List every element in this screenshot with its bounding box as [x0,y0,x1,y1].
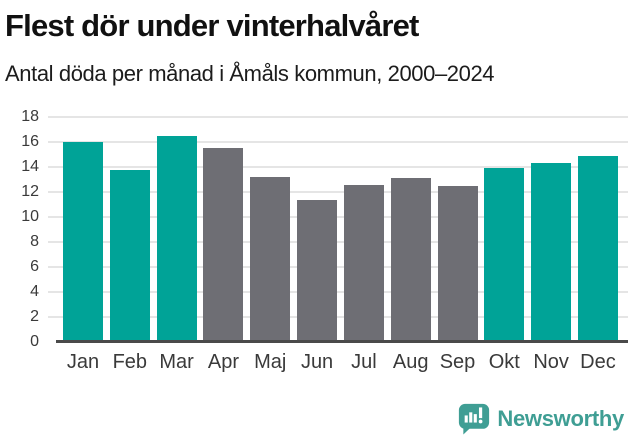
gridline-18 [48,116,628,119]
chart-header: Flest dör under vinterhalvåret Antal död… [0,0,631,87]
x-tick-label-okt: Okt [488,351,520,374]
y-tick-label-16: 16 [21,133,39,151]
bar-jul [343,184,384,343]
y-tick-label-4: 4 [30,283,39,301]
x-tick-label-mar: Mar [159,351,194,374]
newsworthy-logo: Newsworthy [458,403,624,435]
gridline-4 [48,291,628,294]
y-tick-label-8: 8 [30,233,39,251]
plot-area [48,116,628,344]
bar-mar [156,135,197,343]
bar-apr [203,148,244,343]
bar-chart: 0 2 4 6 8 10 12 14 16 18 Jan Feb Mar Apr Maj Jun Jul Aug… [0,109,631,374]
bar-okt [484,168,525,343]
x-tick-label-jan: Jan [66,351,100,374]
x-tick-label-feb: Feb [112,351,148,374]
x-axis: Jan Feb Mar Apr Maj Jun Jul Aug Sep Okt Nov Dec [48,351,628,374]
bars-container [48,117,628,343]
y-tick-label-18: 18 [21,108,39,126]
x-tick-label-apr: Apr [207,351,239,374]
x-tick-label-jun: Jun [300,351,334,374]
gridline-2 [48,316,628,319]
x-tick-label-aug: Aug [392,351,429,374]
gridline-10 [48,216,628,219]
gridline-12 [48,191,628,194]
bar-nov [531,163,572,343]
y-tick-label-12: 12 [21,183,39,201]
newsworthy-logo-text: Newsworthy [497,406,624,431]
y-tick-label-14: 14 [21,158,39,176]
x-tick-label-jul: Jul [351,351,377,374]
bar-jan [63,142,103,343]
gridline-16 [48,141,628,144]
y-tick-label-6: 6 [30,258,39,276]
y-tick-label-10: 10 [21,208,39,226]
x-axis-line [56,340,628,344]
plot-row: 0 2 4 6 8 10 12 14 16 18 [0,109,631,350]
bar-maj [250,177,291,343]
x-tick-label-maj: Maj [254,351,287,374]
y-axis: 0 2 4 6 8 10 12 14 16 18 [0,109,48,350]
chart-title: Flest dör under vinterhalvåret [5,8,419,43]
bar-aug [390,178,431,343]
bar-chart-speech-bubble-icon [459,403,490,435]
x-tick-label-sep: Sep [439,351,476,374]
gridline-6 [48,266,628,269]
x-tick-label-dec: Dec [580,351,616,374]
chart-subtitle: Antal döda per månad i Åmåls kommun, 200… [5,60,495,86]
bar-dec [577,155,618,343]
y-tick-label-0: 0 [30,333,39,351]
bar-sep [437,185,478,343]
bar-jun [297,199,338,343]
y-tick-label-2: 2 [30,308,39,326]
x-tick-label-nov: Nov [533,351,569,374]
gridline-14 [48,166,628,169]
bar-feb [109,169,150,343]
gridline-8 [48,241,628,244]
